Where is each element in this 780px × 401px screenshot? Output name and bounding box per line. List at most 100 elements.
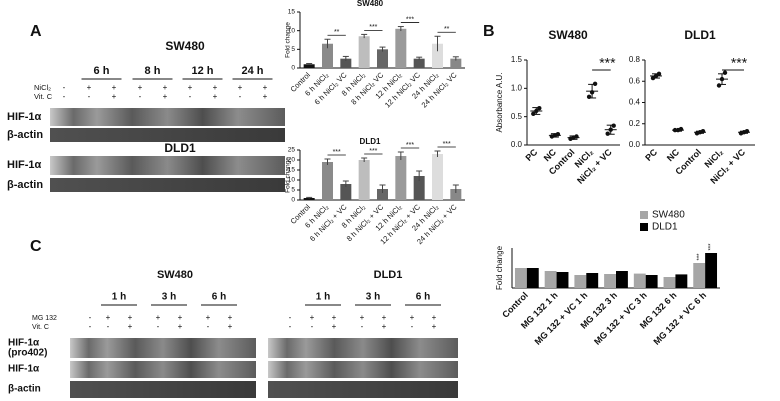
- sign: +: [332, 313, 337, 322]
- bar: [358, 160, 370, 200]
- significance: ***: [697, 253, 703, 261]
- y-tick-label: 1.0: [511, 83, 523, 92]
- time-label: 6 h: [94, 65, 110, 77]
- bar: [514, 268, 527, 288]
- bar: [574, 275, 587, 288]
- treatment-label: Vit. C: [34, 92, 53, 101]
- sign: -: [361, 322, 364, 331]
- sign: -: [89, 313, 92, 322]
- treatment-label: NiCl₂: [34, 83, 51, 92]
- band-label: β-actin: [7, 179, 43, 191]
- sign: -: [139, 92, 142, 101]
- sign: +: [228, 313, 233, 322]
- y-tick-label: 0.5: [511, 112, 523, 121]
- bar: [645, 275, 658, 288]
- bar: [395, 28, 407, 68]
- y-tick-label: 0.2: [629, 119, 641, 128]
- sign: +: [382, 322, 387, 331]
- blot-title: DLD1: [374, 269, 403, 281]
- sign: -: [63, 92, 66, 101]
- sign: +: [206, 313, 211, 322]
- y-tick-label: 5: [291, 46, 295, 53]
- y-axis-label: Fold change: [285, 22, 292, 58]
- y-tick-label: 0.8: [629, 55, 641, 64]
- sign: +: [213, 83, 218, 92]
- sign: -: [289, 313, 292, 322]
- significance: ***: [369, 24, 377, 31]
- x-tick-label: PC: [643, 147, 659, 163]
- y-tick-label: 10: [288, 177, 296, 184]
- sign: -: [107, 322, 110, 331]
- sign: -: [89, 322, 92, 331]
- y-tick-label: 15: [288, 9, 296, 16]
- sign: -: [239, 92, 242, 101]
- sign: +: [163, 92, 168, 101]
- bar: [616, 271, 628, 288]
- bar: [450, 58, 462, 68]
- significance: **: [334, 29, 340, 36]
- bar: [693, 263, 706, 288]
- bar: [413, 58, 425, 68]
- sign: +: [238, 83, 243, 92]
- data-point: [605, 131, 610, 136]
- treatment-label: Vit. C: [32, 324, 49, 331]
- bar: [340, 184, 352, 200]
- blot: [50, 156, 285, 175]
- blot-title: DLD1: [164, 141, 196, 155]
- sign: -: [311, 322, 314, 331]
- time-label: 12 h: [191, 65, 213, 77]
- chart-title: SW480: [357, 0, 384, 8]
- bar: [322, 162, 333, 200]
- sign: +: [188, 83, 193, 92]
- blot: [70, 361, 256, 378]
- bar: [322, 43, 333, 68]
- sign: +: [138, 83, 143, 92]
- bar: [303, 198, 315, 200]
- bar: [377, 189, 388, 200]
- y-tick-label: 0.0: [511, 140, 523, 149]
- time-label: 6 h: [212, 292, 226, 303]
- sign: +: [163, 83, 168, 92]
- blot: [268, 381, 458, 398]
- sign: -: [63, 83, 66, 92]
- bar: [586, 273, 599, 288]
- sign: +: [432, 313, 437, 322]
- bar: [413, 176, 425, 200]
- chart-title: DLD1: [360, 137, 381, 146]
- sign: +: [432, 322, 437, 331]
- bar: [358, 36, 370, 68]
- y-tick-label: 20: [288, 157, 296, 164]
- data-point: [537, 105, 542, 111]
- x-tick-label: MG 132 + VC 1 h: [533, 290, 590, 347]
- legend-label: SW480: [652, 210, 685, 221]
- sign: +: [360, 313, 365, 322]
- data-point: [611, 123, 616, 128]
- sign: +: [106, 313, 111, 322]
- bar: [377, 49, 388, 68]
- blot: [50, 108, 285, 126]
- bar: [395, 156, 407, 200]
- y-tick-label: 0.6: [629, 76, 641, 85]
- bar: [544, 271, 557, 288]
- bar: [663, 277, 676, 288]
- panel-label: A: [30, 23, 42, 40]
- y-axis-label: Fold change: [285, 157, 292, 193]
- time-label: 1 h: [316, 292, 330, 303]
- time-label: 3 h: [366, 292, 380, 303]
- band-label: HIF-1α: [8, 338, 40, 349]
- significance: **: [444, 26, 450, 33]
- y-tick-label: 15: [288, 167, 296, 174]
- bar: [340, 58, 352, 68]
- sign: -: [157, 322, 160, 331]
- time-label: 8 h: [145, 65, 161, 77]
- sign: +: [112, 83, 117, 92]
- y-tick-label: 0.0: [629, 140, 641, 149]
- chart-title: DLD1: [684, 28, 716, 42]
- x-tick-label: NC: [665, 147, 682, 164]
- sign: +: [128, 322, 133, 331]
- y-axis-label: Absorbance A.U.: [495, 72, 504, 132]
- sign: +: [213, 92, 218, 101]
- bar: [432, 154, 443, 200]
- band-label: (pro402): [8, 348, 47, 359]
- data-point: [531, 111, 536, 117]
